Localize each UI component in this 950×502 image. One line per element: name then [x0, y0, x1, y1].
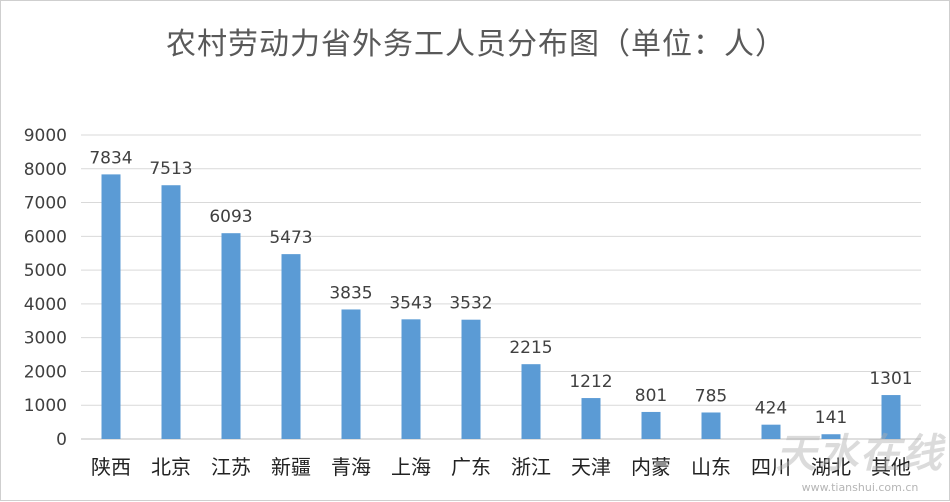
y-tick-label: 9000: [24, 126, 67, 146]
x-tick-label: 江苏: [211, 455, 251, 479]
x-tick-label: 山东: [691, 455, 731, 479]
x-tick-label: 其他: [871, 455, 911, 479]
data-label: 7513: [149, 159, 192, 179]
bar: [641, 411, 661, 439]
x-tick-label: 湖北: [811, 455, 851, 479]
data-label: 3835: [329, 283, 372, 303]
bar: [701, 412, 721, 439]
data-label: 141: [815, 408, 847, 428]
x-tick-label: 陕西: [91, 455, 131, 479]
data-label: 1301: [869, 369, 912, 389]
bar: [821, 434, 841, 439]
bar: [341, 309, 361, 439]
watermark-logo: 天水在线 www.tianshui.com.cn: [771, 419, 949, 499]
bar: [581, 398, 601, 439]
y-tick-label: 7000: [24, 194, 67, 214]
data-label: 3543: [389, 293, 432, 313]
x-tick-label: 内蒙: [631, 455, 671, 479]
x-tick-label: 广东: [451, 455, 491, 479]
watermark-text: 天水在线: [776, 431, 944, 477]
bar: [881, 395, 901, 439]
bar: [221, 233, 241, 439]
watermark-url: www.tianshui.com.cn: [801, 481, 919, 494]
y-tick-label: 6000: [24, 227, 67, 247]
x-tick-label: 北京: [151, 455, 191, 479]
y-tick-label: 2000: [24, 362, 67, 382]
y-tick-label: 4000: [24, 295, 67, 315]
data-label: 5473: [269, 228, 312, 248]
bar: [281, 254, 301, 439]
x-tick-label: 四川: [751, 455, 791, 479]
bar: [101, 174, 121, 439]
data-label: 3532: [449, 294, 492, 314]
data-label: 785: [695, 386, 727, 406]
chart-title: 农村劳动力省外务工人员分布图（单位：人）: [166, 27, 786, 62]
data-label: 424: [755, 399, 787, 419]
y-tick-label: 8000: [24, 160, 67, 180]
x-tick-label: 浙江: [511, 455, 551, 479]
data-label: 2215: [509, 338, 552, 358]
bar: [521, 364, 541, 439]
y-tick-label: 0: [56, 430, 67, 450]
bar: [161, 185, 181, 439]
bar: [761, 424, 781, 439]
y-tick-label: 1000: [24, 396, 67, 416]
bar: [461, 319, 481, 439]
x-tick-label: 上海: [391, 455, 431, 479]
y-tick-label: 3000: [24, 329, 67, 349]
data-label: 7834: [89, 148, 132, 168]
x-tick-label: 新疆: [271, 455, 311, 479]
x-tick-label: 天津: [571, 455, 611, 479]
data-label: 1212: [569, 372, 612, 392]
data-label: 801: [635, 386, 667, 406]
bar: [401, 319, 421, 439]
x-tick-label: 青海: [331, 455, 371, 479]
y-tick-label: 5000: [24, 261, 67, 281]
data-label: 6093: [209, 207, 252, 227]
